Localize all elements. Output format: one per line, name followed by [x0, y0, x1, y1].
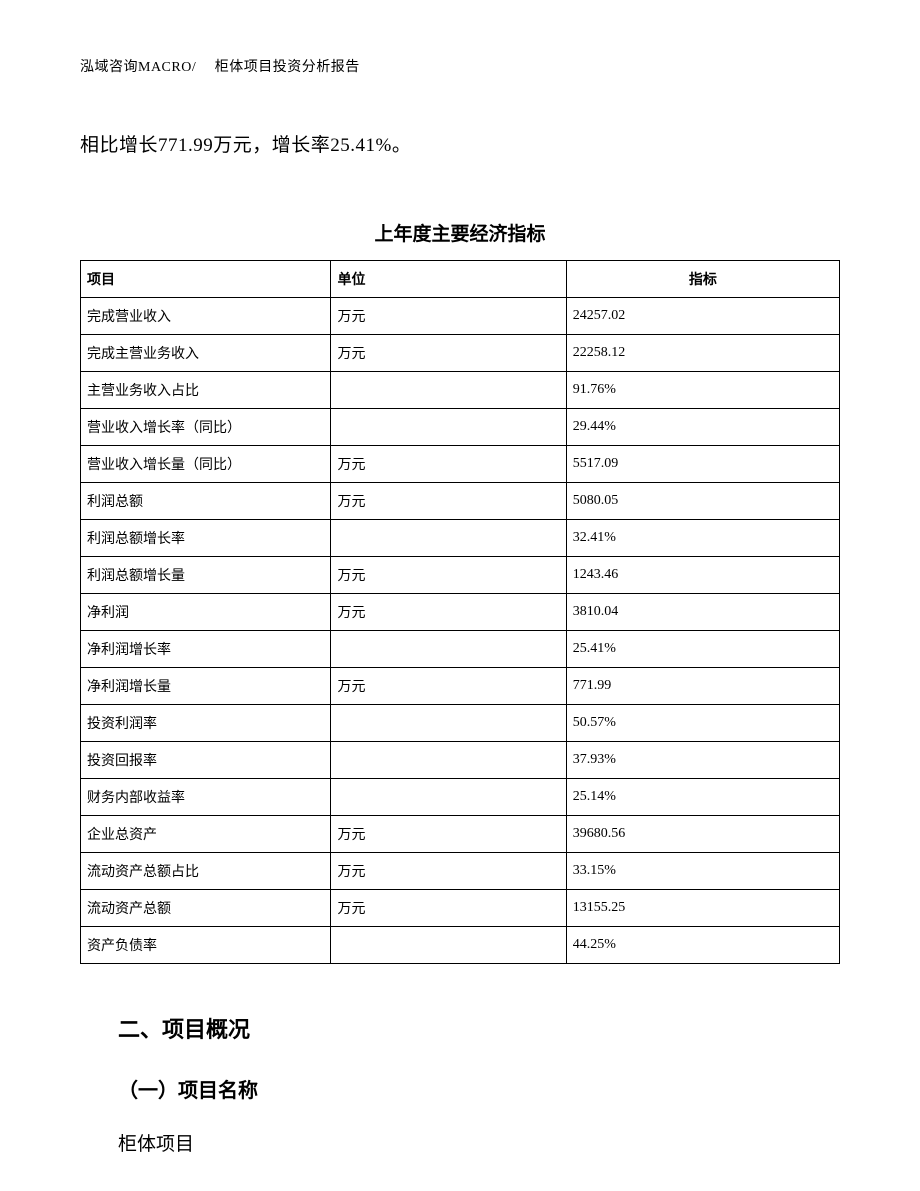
table-row: 投资利润率 50.57% — [81, 705, 840, 742]
table-row: 企业总资产万元39680.56 — [81, 816, 840, 853]
cell-unit: 万元 — [331, 298, 566, 335]
table-row: 资产负债率 44.25% — [81, 927, 840, 964]
section-heading: 二、项目概况 — [118, 1012, 840, 1044]
cell-item: 利润总额 — [81, 483, 331, 520]
cell-value: 32.41% — [566, 520, 839, 557]
cell-item: 流动资产总额 — [81, 890, 331, 927]
cell-value: 24257.02 — [566, 298, 839, 335]
cell-item: 投资回报率 — [81, 742, 331, 779]
cell-value: 3810.04 — [566, 594, 839, 631]
document-page: 泓域咨询MACRO/ 柜体项目投资分析报告 相比增长771.99万元，增长率25… — [0, 0, 920, 1156]
page-header: 泓域咨询MACRO/ 柜体项目投资分析报告 — [80, 56, 840, 76]
cell-unit — [331, 372, 566, 409]
cell-value: 13155.25 — [566, 890, 839, 927]
cell-value: 91.76% — [566, 372, 839, 409]
cell-item: 营业收入增长率（同比） — [81, 409, 331, 446]
cell-item: 流动资产总额占比 — [81, 853, 331, 890]
cell-value: 33.15% — [566, 853, 839, 890]
cell-item: 利润总额增长量 — [81, 557, 331, 594]
cell-item: 财务内部收益率 — [81, 779, 331, 816]
col-header-item: 项目 — [81, 261, 331, 298]
sub-heading: （一）项目名称 — [118, 1074, 840, 1103]
cell-unit: 万元 — [331, 446, 566, 483]
cell-value: 1243.46 — [566, 557, 839, 594]
cell-value: 37.93% — [566, 742, 839, 779]
cell-value: 22258.12 — [566, 335, 839, 372]
table-row: 净利润增长率 25.41% — [81, 631, 840, 668]
intro-paragraph: 相比增长771.99万元，增长率25.41%。 — [80, 130, 840, 157]
cell-unit — [331, 705, 566, 742]
cell-value: 25.14% — [566, 779, 839, 816]
cell-item: 净利润 — [81, 594, 331, 631]
table-body: 完成营业收入万元24257.02 完成主营业务收入万元22258.12 主营业务… — [81, 298, 840, 964]
cell-value: 5080.05 — [566, 483, 839, 520]
table-row: 投资回报率 37.93% — [81, 742, 840, 779]
table-header-row: 项目 单位 指标 — [81, 261, 840, 298]
col-header-unit: 单位 — [331, 261, 566, 298]
table-title: 上年度主要经济指标 — [80, 219, 840, 246]
cell-value: 50.57% — [566, 705, 839, 742]
cell-unit: 万元 — [331, 557, 566, 594]
cell-unit — [331, 742, 566, 779]
cell-unit: 万元 — [331, 816, 566, 853]
cell-value: 5517.09 — [566, 446, 839, 483]
table-row: 财务内部收益率 25.14% — [81, 779, 840, 816]
table-row: 流动资产总额万元13155.25 — [81, 890, 840, 927]
cell-unit — [331, 520, 566, 557]
cell-unit: 万元 — [331, 335, 566, 372]
cell-item: 完成营业收入 — [81, 298, 331, 335]
cell-unit — [331, 779, 566, 816]
col-header-value: 指标 — [566, 261, 839, 298]
table-row: 完成主营业务收入万元22258.12 — [81, 335, 840, 372]
cell-item: 利润总额增长率 — [81, 520, 331, 557]
cell-value: 29.44% — [566, 409, 839, 446]
cell-unit: 万元 — [331, 483, 566, 520]
cell-unit: 万元 — [331, 668, 566, 705]
table-row: 利润总额增长率 32.41% — [81, 520, 840, 557]
body-text: 柜体项目 — [118, 1129, 840, 1156]
table-row: 净利润增长量万元771.99 — [81, 668, 840, 705]
cell-item: 净利润增长量 — [81, 668, 331, 705]
table-row: 主营业务收入占比 91.76% — [81, 372, 840, 409]
cell-item: 营业收入增长量（同比） — [81, 446, 331, 483]
cell-item: 企业总资产 — [81, 816, 331, 853]
cell-value: 44.25% — [566, 927, 839, 964]
cell-item: 净利润增长率 — [81, 631, 331, 668]
table-row: 营业收入增长量（同比）万元5517.09 — [81, 446, 840, 483]
cell-value: 771.99 — [566, 668, 839, 705]
cell-item: 投资利润率 — [81, 705, 331, 742]
table-row: 利润总额增长量万元1243.46 — [81, 557, 840, 594]
cell-unit — [331, 409, 566, 446]
cell-value: 39680.56 — [566, 816, 839, 853]
cell-unit: 万元 — [331, 853, 566, 890]
table-row: 完成营业收入万元24257.02 — [81, 298, 840, 335]
table-row: 营业收入增长率（同比） 29.44% — [81, 409, 840, 446]
cell-unit: 万元 — [331, 890, 566, 927]
table-row: 流动资产总额占比万元33.15% — [81, 853, 840, 890]
table-row: 利润总额万元5080.05 — [81, 483, 840, 520]
cell-value: 25.41% — [566, 631, 839, 668]
cell-unit — [331, 631, 566, 668]
cell-item: 完成主营业务收入 — [81, 335, 331, 372]
cell-item: 主营业务收入占比 — [81, 372, 331, 409]
table-row: 净利润万元3810.04 — [81, 594, 840, 631]
economic-indicators-table: 项目 单位 指标 完成营业收入万元24257.02 完成主营业务收入万元2225… — [80, 260, 840, 964]
cell-item: 资产负债率 — [81, 927, 331, 964]
cell-unit — [331, 927, 566, 964]
cell-unit: 万元 — [331, 594, 566, 631]
